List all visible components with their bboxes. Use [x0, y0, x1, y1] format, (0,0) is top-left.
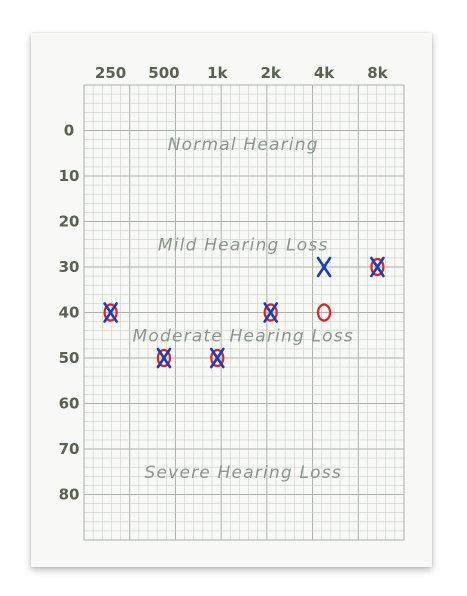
marker-x: [156, 347, 172, 369]
y-tick-label: 60: [59, 395, 80, 413]
y-tick-label: 30: [59, 258, 80, 276]
marker-x: [316, 256, 332, 278]
chart-grid: [83, 84, 405, 541]
y-tick-label: 20: [59, 213, 80, 231]
x-tick-label: 250: [95, 64, 126, 82]
marker-circle: [316, 303, 332, 322]
marker-circle: [210, 348, 225, 368]
y-tick-label: 80: [59, 486, 80, 504]
x-tick-label: 1k: [207, 64, 228, 82]
zone-label: Severe Hearing Loss: [145, 463, 342, 483]
marker-circle: [370, 257, 385, 277]
zone-label: Normal Hearing: [168, 135, 319, 155]
marker-x: [210, 347, 225, 369]
marker-circle: [263, 303, 278, 322]
chart-marks: [103, 256, 385, 369]
x-tick-label: 500: [148, 64, 179, 82]
marker-circle: [156, 348, 172, 368]
y-tick-label: 50: [59, 349, 80, 367]
marker-x: [103, 302, 118, 323]
y-tick-labels: 0 10 20 30 40 50 60 70 80: [59, 122, 80, 504]
plot-border: [83, 84, 405, 541]
zone-label: Moderate Hearing Loss: [133, 326, 354, 346]
y-tick-label: 10: [59, 167, 80, 185]
x-tick-label: 4k: [314, 64, 335, 82]
y-tick-label: 40: [59, 304, 80, 322]
marker-x: [263, 302, 278, 323]
y-tick-label: 0: [64, 122, 74, 140]
marker-circle: [103, 303, 118, 322]
audiogram-sheet: [31, 33, 432, 567]
zone-label: Mild Hearing Loss: [158, 235, 329, 255]
x-tick-label: 8k: [367, 64, 388, 82]
x-tick-label: 2k: [260, 64, 281, 82]
marker-x: [370, 256, 385, 278]
x-tick-labels: 250 500 1k 2k 4k 8k: [95, 64, 389, 82]
y-tick-label: 70: [59, 440, 80, 458]
hearing-zone-labels: Normal Hearing Mild Hearing Loss Moderate …: [133, 135, 354, 483]
